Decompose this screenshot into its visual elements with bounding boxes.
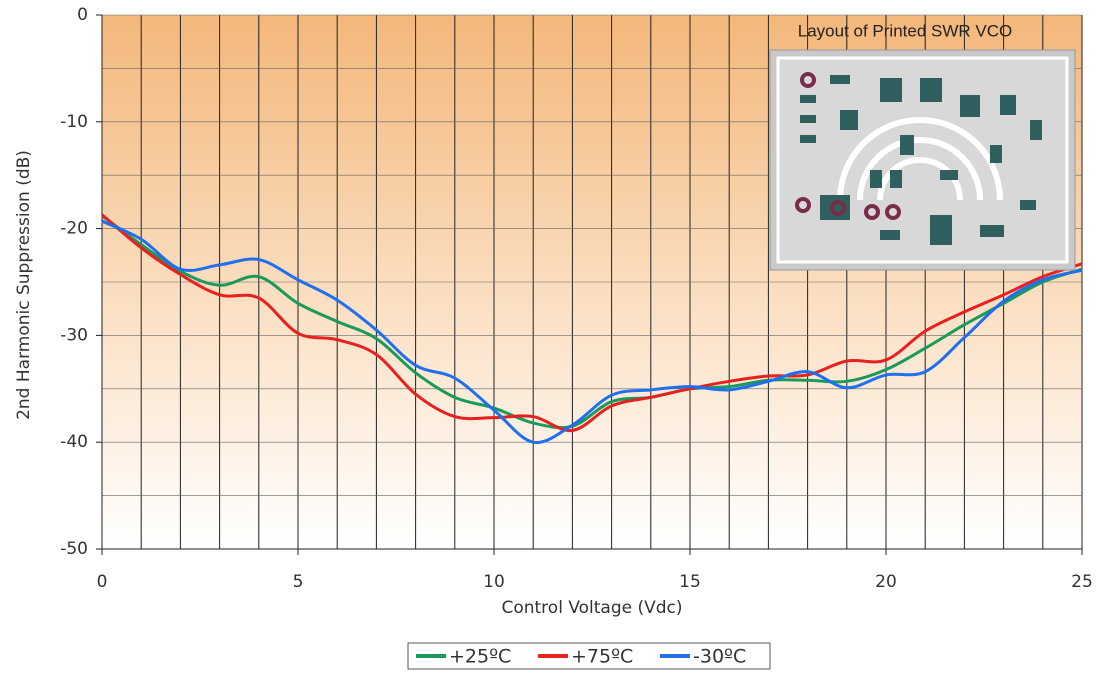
page: {"chart_data": {"type": "line", "x_label…	[0, 0, 1101, 670]
y-tick-label: -40	[60, 432, 88, 452]
y-tick-label: -10	[60, 112, 88, 132]
inset	[770, 50, 1075, 270]
x-tick-label: 15	[679, 572, 701, 592]
x-tick-label: 0	[97, 572, 108, 592]
y-tick-label: -50	[60, 539, 88, 559]
y-tick-label: -20	[60, 219, 88, 239]
inset-title: Layout of Printed SWR VCO	[798, 21, 1012, 40]
x-tick-label: 25	[1071, 572, 1093, 592]
x-tick-label: 5	[293, 572, 304, 592]
y-tick-label: 0	[77, 5, 88, 25]
y-axis-label: 2nd Harmonic Suppression (dB)	[14, 150, 34, 420]
legend-label: -30ºC	[693, 646, 746, 668]
x-axis-label: Control Voltage (Vdc)	[501, 598, 682, 618]
y-tick-label: -30	[60, 325, 88, 345]
x-tick-label: 20	[875, 572, 897, 592]
legend-items: +25ºC +75ºC -30ºC	[416, 646, 746, 668]
x-tick-label: 10	[483, 572, 505, 592]
legend-label: +25ºC	[449, 646, 511, 668]
chart: Layout of Printed SWR VCO Control Voltag…	[0, 0, 1101, 670]
legend-label: +75ºC	[571, 646, 633, 668]
